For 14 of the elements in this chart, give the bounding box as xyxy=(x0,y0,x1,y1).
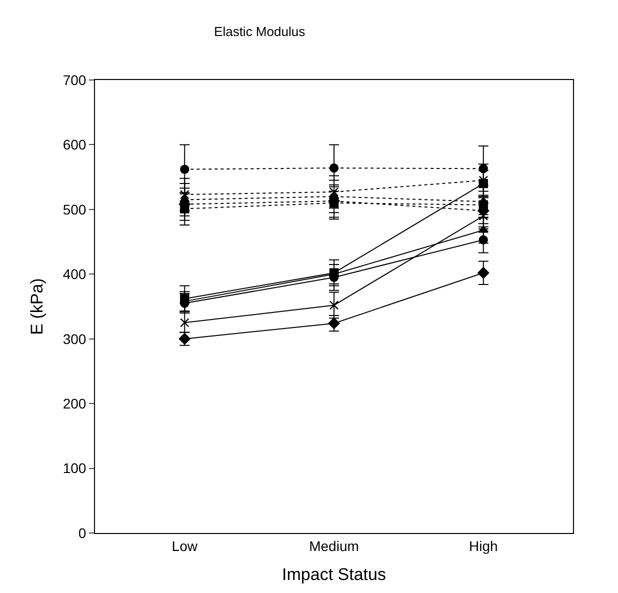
x-axis-title: Impact Status xyxy=(282,565,386,584)
y-tick-label: 100 xyxy=(62,460,86,476)
x-tick-label: High xyxy=(468,538,498,554)
y-axis-title: E (kPa) xyxy=(27,278,46,335)
y-tick-label: 600 xyxy=(62,136,86,153)
y-tick-label: 500 xyxy=(62,201,86,218)
x-tick-label: Low xyxy=(172,538,198,554)
y-tick-label: 400 xyxy=(62,266,86,282)
y-tick-label: 300 xyxy=(62,330,86,347)
y-tick-label: 700 xyxy=(62,72,86,88)
y-tick-label: 0 xyxy=(78,524,86,541)
chart-title: Elastic Modulus xyxy=(214,24,306,39)
x-tick-label: Medium xyxy=(309,538,359,554)
y-tick-label: 200 xyxy=(62,395,86,412)
